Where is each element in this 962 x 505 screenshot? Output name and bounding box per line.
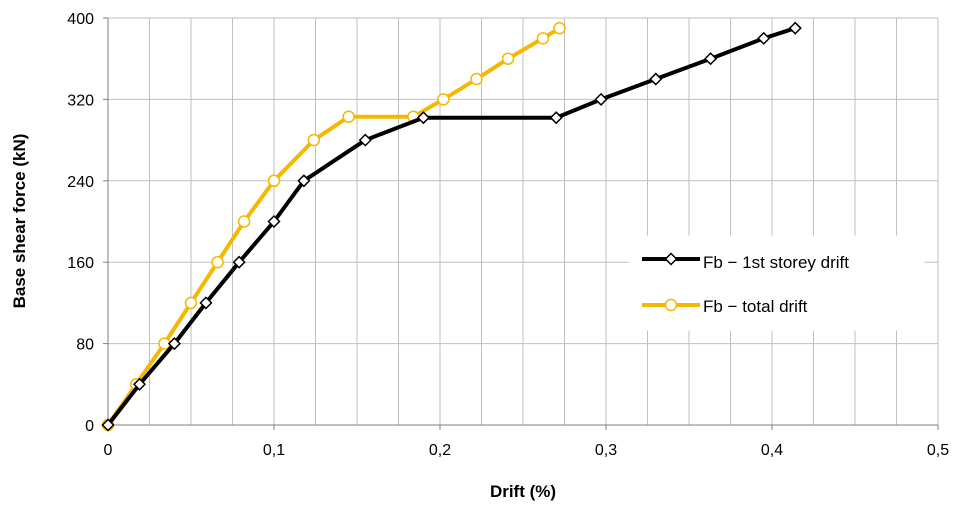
legend-marker xyxy=(664,298,678,312)
y-tick-label: 160 xyxy=(67,255,94,272)
y-tick-labels: 0 80 160 240 320 400 xyxy=(67,11,108,435)
y-tick-label: 0 xyxy=(85,418,94,435)
x-tick-label: 0,5 xyxy=(927,442,949,459)
y-tick-label: 320 xyxy=(67,92,94,109)
y-tick-label: 240 xyxy=(67,174,94,191)
data-point xyxy=(358,133,372,147)
legend-box xyxy=(629,235,925,331)
x-tick-label: 0,3 xyxy=(595,442,617,459)
series-1 xyxy=(101,21,802,432)
data-point xyxy=(342,110,355,123)
data-point xyxy=(416,111,430,125)
series-layer xyxy=(101,21,802,432)
data-point xyxy=(101,418,115,432)
data-point xyxy=(649,72,663,86)
data-point xyxy=(704,52,718,66)
data-point xyxy=(553,21,566,35)
grid xyxy=(107,17,939,426)
x-axis-title: Drift (%) xyxy=(490,482,556,501)
data-point xyxy=(199,296,213,310)
x-tick-label: 0 xyxy=(104,442,113,459)
y-axis-title: Base shear force (kN) xyxy=(10,134,29,309)
x-tick-label: 0,1 xyxy=(263,442,285,459)
data-point xyxy=(267,214,281,229)
data-point xyxy=(437,93,450,106)
data-point xyxy=(594,92,608,106)
axes xyxy=(107,18,938,426)
y-tick-label: 80 xyxy=(76,337,94,354)
data-point xyxy=(132,377,147,391)
data-point xyxy=(167,337,181,351)
legend-items xyxy=(642,252,700,312)
series-2 xyxy=(101,21,566,432)
data-point xyxy=(267,174,281,188)
x-tick-label: 0,2 xyxy=(429,442,451,459)
data-point xyxy=(237,215,251,228)
legend: Fb − 1st storey drift Fb − total drift xyxy=(629,235,925,331)
data-point xyxy=(307,133,321,147)
data-point xyxy=(757,31,771,45)
y-tick-label: 400 xyxy=(67,11,94,28)
data-point xyxy=(501,52,515,65)
x-tick-label: 0,4 xyxy=(761,442,783,459)
data-point xyxy=(549,111,563,125)
data-point xyxy=(536,32,550,45)
legend-label-1: Fb − 1st storey drift xyxy=(703,253,849,272)
data-point xyxy=(211,255,224,269)
legend-label-2: Fb − total drift xyxy=(703,297,808,316)
data-point xyxy=(232,255,246,269)
legend-marker xyxy=(664,252,678,266)
data-point xyxy=(184,296,198,310)
data-point xyxy=(470,72,483,86)
data-point xyxy=(788,21,802,35)
data-point xyxy=(297,174,311,188)
x-tick-labels: 0 0,1 0,2 0,3 0,4 0,5 xyxy=(104,425,949,459)
